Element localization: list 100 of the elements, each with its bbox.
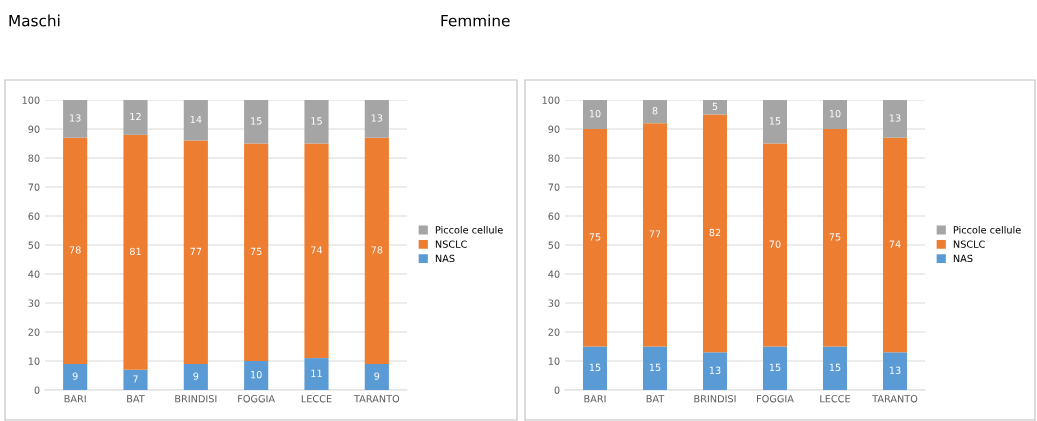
y-tick-label: 30 [548, 299, 560, 307]
x-tick-label: LECCE [820, 395, 851, 403]
bar [304, 100, 329, 144]
bar [763, 143, 787, 347]
chart-title: Femmine [441, 14, 510, 27]
data-label: 12 [130, 112, 141, 121]
y-tick-label: 30 [28, 299, 40, 307]
data-label: 74 [889, 240, 901, 248]
bar [823, 129, 847, 347]
bar [643, 346, 667, 390]
legend-label: Piccole cellule [435, 226, 503, 234]
y-tick-label: 0 [34, 386, 40, 394]
y-tick-label: 40 [28, 270, 40, 278]
data-label: 13 [889, 114, 901, 122]
bar [703, 114, 727, 353]
y-tick-label: 10 [548, 357, 560, 365]
data-label: 15 [589, 363, 601, 372]
y-tick-label: 100 [542, 96, 560, 104]
y-tick-label: 100 [22, 96, 40, 104]
y-tick-label: 90 [28, 125, 40, 133]
bar [123, 369, 148, 390]
bar [883, 137, 907, 353]
bar [63, 137, 88, 364]
bar [364, 137, 389, 364]
data-label: 74 [311, 246, 323, 254]
data-label: 5 [712, 102, 718, 111]
y-tick-label: 50 [28, 241, 40, 249]
y-tick-label: 90 [548, 125, 560, 133]
chart-title: Maschi [9, 14, 60, 27]
data-label: 7 [133, 375, 138, 383]
data-label: 77 [649, 230, 661, 238]
bar [763, 346, 787, 390]
bar [183, 100, 208, 141]
x-tick-label: BARI [64, 395, 86, 403]
data-label: 78 [371, 246, 383, 254]
data-label: 8 [652, 107, 658, 115]
bar [823, 346, 847, 390]
x-tick-label: BAT [127, 395, 145, 403]
bar [703, 100, 727, 115]
data-label: 15 [769, 117, 781, 125]
x-tick-label: BARI [584, 395, 606, 403]
data-label: 81 [129, 247, 141, 256]
legend-label: NAS [953, 254, 973, 263]
data-label: 14 [190, 115, 202, 123]
bar [183, 363, 208, 390]
bar [583, 100, 607, 129]
bar [123, 134, 148, 370]
y-tick-label: 60 [548, 212, 560, 220]
bar [703, 352, 727, 390]
data-label: 9 [374, 372, 380, 380]
x-tick-label: BRINDISI [175, 395, 217, 403]
data-label: 15 [311, 117, 322, 125]
bar [823, 100, 847, 129]
data-label: 13 [889, 366, 901, 374]
data-label: 15 [769, 363, 781, 372]
data-label: 15 [829, 363, 841, 372]
data-label: 70 [769, 240, 781, 248]
y-tick-label: 80 [28, 154, 40, 162]
data-label: 11 [311, 369, 322, 377]
bar [883, 100, 907, 138]
bar [123, 100, 148, 135]
x-tick-label: BAT [646, 395, 665, 403]
bar [364, 363, 389, 390]
y-tick-label: 20 [548, 328, 560, 336]
data-label: 77 [190, 247, 202, 255]
y-tick-label: 70 [28, 183, 40, 191]
data-label: 75 [250, 247, 262, 256]
y-tick-label: 40 [548, 270, 560, 278]
x-tick-label: TARANTO [353, 395, 400, 403]
bar [583, 129, 607, 347]
data-label: 13 [709, 366, 721, 374]
y-tick-label: 0 [554, 386, 560, 394]
data-label: 13 [371, 114, 383, 122]
bar [304, 358, 329, 390]
bar [304, 143, 329, 359]
y-tick-label: 60 [28, 212, 40, 220]
y-tick-label: 50 [548, 241, 560, 249]
bar [364, 100, 389, 138]
bar [883, 352, 907, 390]
bar [244, 143, 269, 361]
data-label: 10 [829, 109, 841, 118]
bar [63, 100, 88, 138]
x-tick-label: FOGGIA [757, 395, 794, 403]
x-tick-label: LECCE [301, 395, 332, 403]
data-label: 10 [589, 109, 601, 118]
data-label: 75 [829, 233, 841, 241]
data-label: 9 [193, 372, 199, 380]
bar [183, 140, 208, 364]
bar [244, 100, 269, 144]
y-tick-label: 80 [548, 154, 560, 162]
y-tick-label: 20 [28, 328, 40, 336]
legend-label: Piccole cellule [953, 226, 1021, 234]
x-tick-label: BRINDISI [694, 395, 736, 403]
data-label: 10 [251, 370, 262, 379]
x-tick-label: FOGGIA [238, 395, 275, 403]
data-label: 75 [589, 233, 601, 241]
data-label: 13 [70, 114, 81, 122]
data-label: 9 [72, 372, 78, 380]
data-label: 78 [69, 246, 81, 254]
bar [583, 346, 607, 390]
